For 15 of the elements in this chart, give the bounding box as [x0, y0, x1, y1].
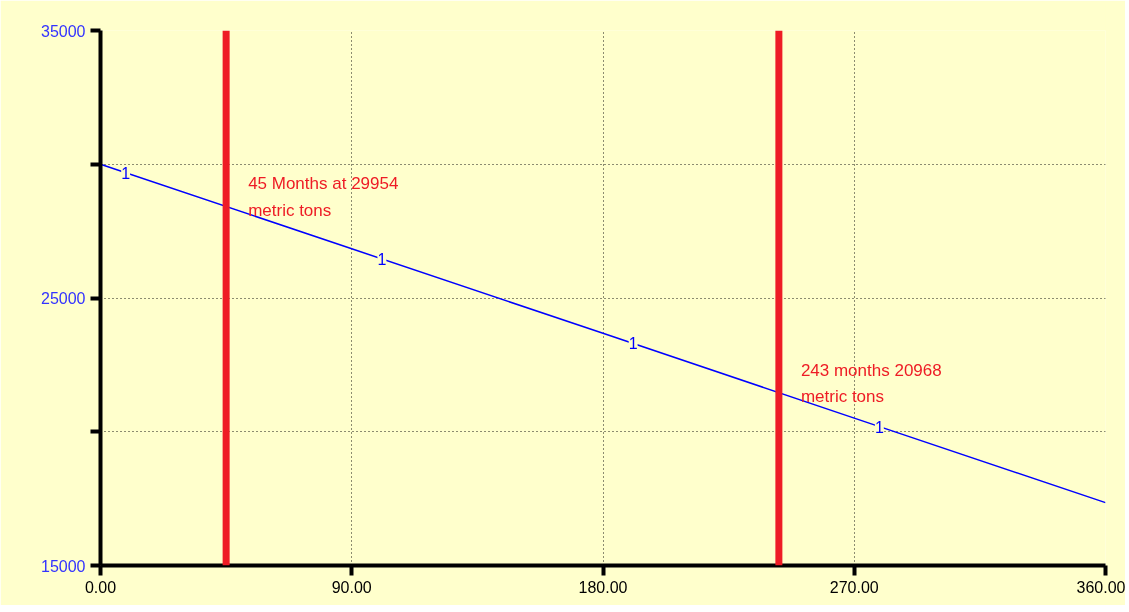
ref-line-label: 243 months 20968 metric tons: [800, 360, 942, 407]
series-label: 1: [377, 250, 387, 268]
y-tick-label: 25000: [41, 290, 86, 307]
x-tick-label: 360.00: [1076, 578, 1126, 596]
x-tick-label: 90.00: [331, 578, 372, 596]
text: 1: [874, 418, 884, 436]
y-tick-label: 35000: [41, 22, 86, 40]
text: 1: [628, 335, 638, 353]
y-tick-label: 15000: [41, 557, 86, 575]
x-tick-label: 270.00: [829, 578, 879, 596]
line-series: [100, 163, 1106, 504]
x-tick-label: 0.00: [84, 578, 117, 596]
ref-line-label: 45 Months at 29954 metric tons: [248, 174, 399, 221]
x-tick-label: 180.00: [578, 578, 628, 596]
text: 1: [121, 164, 131, 182]
